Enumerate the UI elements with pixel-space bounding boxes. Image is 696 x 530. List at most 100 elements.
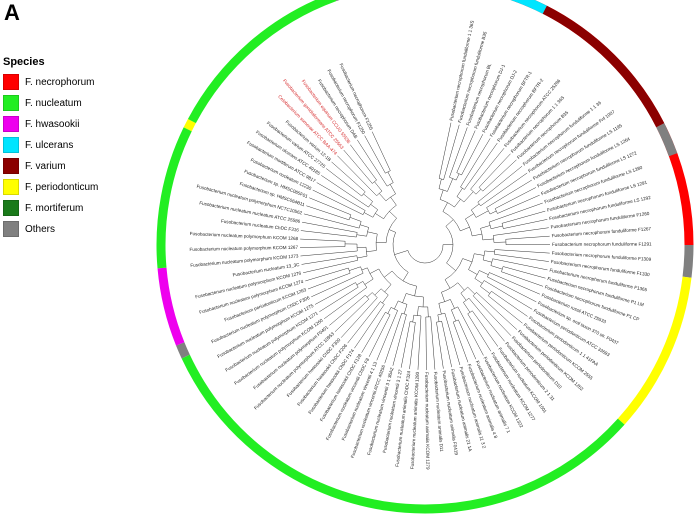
tree-branch bbox=[363, 193, 373, 202]
tree-branch bbox=[362, 281, 368, 288]
tree-branch bbox=[367, 231, 378, 235]
tree-branch bbox=[312, 189, 364, 215]
tree-branch bbox=[380, 288, 389, 296]
tree-branch bbox=[360, 266, 364, 274]
tree-branch bbox=[438, 188, 448, 192]
tree-branch bbox=[382, 294, 389, 304]
tree-branch bbox=[309, 197, 352, 216]
tree-branch bbox=[461, 134, 484, 176]
tree-branch bbox=[505, 235, 550, 240]
legend-label: F. necrophorum bbox=[25, 76, 95, 88]
tree-branch bbox=[474, 270, 480, 279]
tree-branch bbox=[495, 187, 537, 209]
tree-branch bbox=[366, 292, 373, 298]
tree-branch bbox=[361, 191, 366, 197]
tree-branch bbox=[443, 124, 460, 180]
tree-branch bbox=[438, 122, 452, 179]
tree-branch bbox=[456, 188, 463, 197]
tree-branch bbox=[311, 272, 364, 298]
tree-branch bbox=[306, 205, 350, 221]
legend-item: F. necrophorum bbox=[0, 72, 122, 92]
tree-branch bbox=[445, 226, 454, 264]
tree-branch bbox=[370, 204, 378, 210]
tree-branch bbox=[354, 304, 385, 349]
tree-branch bbox=[449, 177, 457, 181]
tree-branch bbox=[503, 266, 546, 279]
tree-branch bbox=[390, 196, 397, 206]
tree-branch bbox=[494, 208, 498, 214]
tree-branch bbox=[464, 142, 498, 190]
tree-branch bbox=[482, 159, 517, 192]
tree-branch bbox=[484, 280, 533, 310]
tree-branch bbox=[389, 229, 396, 233]
ring-segment bbox=[183, 118, 196, 132]
tree-branch bbox=[492, 258, 548, 271]
tree-branch bbox=[385, 312, 391, 315]
tree-branch bbox=[356, 234, 367, 237]
tree-branch bbox=[371, 131, 391, 171]
leaf-label: Fusobacterium nucleatum polymorphum KCOM… bbox=[190, 231, 299, 241]
tree-branch bbox=[497, 194, 540, 214]
tree-branch bbox=[470, 148, 505, 190]
tree-branch bbox=[380, 301, 385, 305]
tree-branch bbox=[410, 321, 416, 323]
tree-branch bbox=[457, 282, 465, 291]
legend-items: F. necrophorum F. nucleatum F. hwasookii F.… bbox=[0, 72, 122, 239]
tree-branch bbox=[361, 267, 368, 271]
tree-branch bbox=[392, 314, 407, 366]
tree-branch bbox=[453, 319, 459, 323]
tree-branch bbox=[438, 178, 442, 189]
ring-segment bbox=[617, 276, 692, 425]
tree-branch bbox=[300, 246, 346, 248]
legend-swatch bbox=[3, 221, 19, 237]
tree-branch bbox=[480, 172, 528, 207]
ring-segment bbox=[181, 354, 625, 514]
leaf-label: Fusobacterium nucleatum polymorphum KCOM… bbox=[189, 245, 298, 252]
legend-swatch bbox=[3, 179, 19, 195]
tree-branch bbox=[463, 302, 471, 313]
legend-swatch bbox=[3, 74, 19, 90]
tree-branch bbox=[474, 253, 485, 256]
tree-branch bbox=[444, 313, 461, 366]
tree-branch bbox=[437, 312, 445, 316]
legend-item: F. nucleatum bbox=[0, 93, 122, 113]
tree-branch bbox=[490, 265, 503, 270]
tree-branch bbox=[414, 286, 417, 297]
tree-branch bbox=[387, 171, 394, 183]
tree-branch bbox=[301, 255, 357, 265]
tree-branch bbox=[488, 295, 523, 324]
tree-branch bbox=[452, 321, 469, 363]
tree-branch bbox=[334, 298, 370, 332]
legend-label: F. mortiferum bbox=[25, 202, 84, 214]
tree-branch bbox=[372, 179, 377, 184]
tree-branch bbox=[487, 272, 490, 277]
tree-branch bbox=[374, 181, 383, 192]
legend-swatch bbox=[3, 95, 19, 111]
tree-branch bbox=[493, 227, 549, 236]
tree-branch bbox=[305, 267, 349, 282]
ring-segment bbox=[187, 0, 337, 124]
tree-branch bbox=[489, 272, 541, 295]
tree-branch bbox=[316, 182, 366, 211]
tree-branch bbox=[417, 315, 422, 370]
tree-branch bbox=[403, 304, 408, 314]
tree-branch bbox=[329, 295, 366, 326]
legend-item: F. hwasookii bbox=[0, 114, 122, 134]
tree-branch bbox=[447, 178, 454, 192]
tree-branch bbox=[374, 288, 382, 296]
tree-branch bbox=[470, 189, 477, 195]
tree-branch bbox=[446, 262, 456, 271]
tree-branch bbox=[465, 213, 474, 220]
tree-branch bbox=[350, 144, 377, 181]
tree-branch bbox=[356, 255, 358, 261]
tree-branch bbox=[489, 210, 497, 215]
tree-branch bbox=[361, 312, 386, 353]
tree-branch bbox=[307, 272, 351, 290]
tree-branch bbox=[379, 193, 387, 202]
tree-branch bbox=[480, 225, 491, 229]
tree-branch bbox=[454, 199, 461, 208]
tree-branch bbox=[365, 295, 370, 300]
legend-item: F. mortiferum bbox=[0, 198, 122, 218]
tree-branch bbox=[460, 226, 470, 232]
